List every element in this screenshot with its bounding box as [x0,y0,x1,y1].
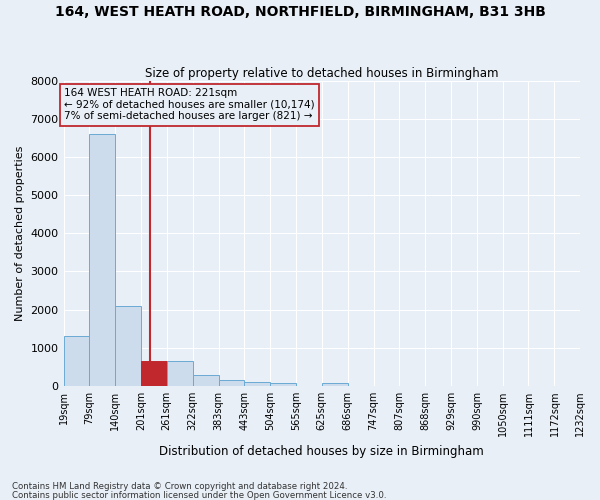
Text: 164 WEST HEATH ROAD: 221sqm
← 92% of detached houses are smaller (10,174)
7% of : 164 WEST HEATH ROAD: 221sqm ← 92% of det… [64,88,315,122]
X-axis label: Distribution of detached houses by size in Birmingham: Distribution of detached houses by size … [160,444,484,458]
Bar [322,383,347,386]
Bar [244,382,270,386]
Bar [193,375,218,386]
Bar [89,134,115,386]
Bar [141,361,167,386]
Text: Contains public sector information licensed under the Open Government Licence v3: Contains public sector information licen… [12,490,386,500]
Bar [64,336,89,386]
Text: 164, WEST HEATH ROAD, NORTHFIELD, BIRMINGHAM, B31 3HB: 164, WEST HEATH ROAD, NORTHFIELD, BIRMIN… [55,5,545,19]
Bar [115,306,141,386]
Text: Contains HM Land Registry data © Crown copyright and database right 2024.: Contains HM Land Registry data © Crown c… [12,482,347,491]
Bar [218,380,244,386]
Title: Size of property relative to detached houses in Birmingham: Size of property relative to detached ho… [145,66,499,80]
Bar [167,361,193,386]
Bar [270,383,296,386]
Y-axis label: Number of detached properties: Number of detached properties [15,146,25,321]
